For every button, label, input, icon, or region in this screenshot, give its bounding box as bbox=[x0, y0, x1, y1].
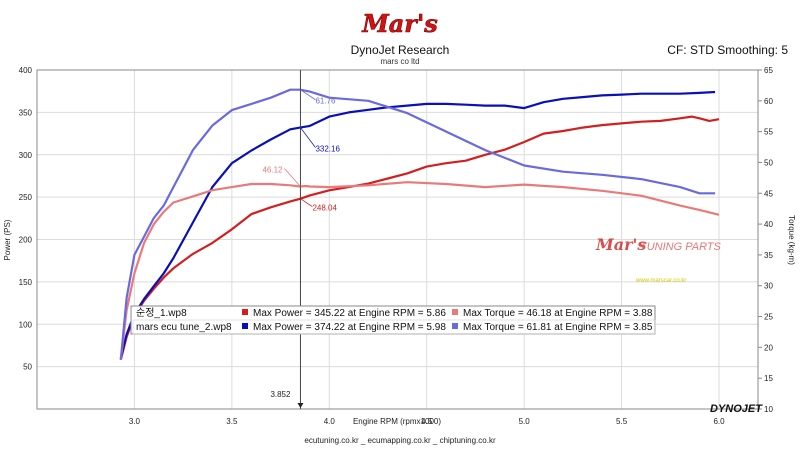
y-right-tick-label: 35 bbox=[764, 251, 773, 260]
y-axis-right-title: Torque (kg-m) bbox=[787, 215, 796, 265]
watermark: Mar's TUNING PARTS www.marscar.co.kr bbox=[595, 235, 722, 284]
legend-row[interactable]: 순정_1.wp8 Max Power = 345.22 at Engine RP… bbox=[136, 307, 653, 319]
y-left-tick-label: 300 bbox=[19, 151, 33, 160]
y-axis-left-title: Power (PS) bbox=[3, 219, 12, 260]
series-line-power-run2 bbox=[119, 90, 716, 359]
x-tick-label: 5.0 bbox=[519, 417, 531, 426]
legend-max-torque: Max Torque = 61.81 at Engine RPM = 3.85 bbox=[463, 322, 653, 333]
series-line-power-run1 bbox=[119, 115, 720, 361]
callout-value: 46.12 bbox=[262, 165, 283, 174]
x-tick-label: 5.5 bbox=[616, 417, 628, 426]
legend-row[interactable]: mars ecu tune_2.wp8 Max Power = 374.22 a… bbox=[136, 322, 653, 333]
y-right-tick-label: 20 bbox=[764, 343, 773, 352]
y-right-tick-label: 60 bbox=[764, 97, 773, 106]
y-right-tick-label: 40 bbox=[764, 220, 773, 229]
dynojet-logo-text: DYNOJET bbox=[710, 403, 763, 415]
y-right-tick-label: 65 bbox=[764, 66, 773, 75]
callout-leader bbox=[300, 89, 316, 101]
footer-links: ecutuning.co.kr _ ecumapping.co.kr _ chi… bbox=[304, 436, 496, 445]
callout-value: 248.04 bbox=[312, 204, 337, 213]
watermark-url: www.marscar.co.kr bbox=[635, 278, 686, 284]
callout-value: 332.16 bbox=[315, 145, 340, 154]
x-axis-title: Engine RPM (rpmx1000) bbox=[353, 417, 441, 426]
legend-power-swatch bbox=[242, 309, 248, 315]
legend-row-highlight bbox=[132, 319, 656, 335]
y-right-tick-label: 15 bbox=[764, 374, 773, 383]
mars-logo: Mar's bbox=[361, 9, 439, 38]
y-right-tick-label: 10 bbox=[764, 405, 773, 414]
y-right-tick-label: 50 bbox=[764, 158, 773, 167]
x-axis: 3.0 3.5 4.0 4.5 5.0 5.5 6.0 bbox=[129, 417, 725, 426]
legend-max-power: Max Power = 374.22 at Engine RPM = 5.98 bbox=[253, 322, 446, 333]
y-axis-left: 50 100 150 200 250 300 350 400 bbox=[19, 66, 33, 372]
dynojet-logo: DYNOJET bbox=[710, 403, 763, 415]
callout-leader bbox=[300, 127, 316, 148]
x-tick-label: 4.0 bbox=[324, 417, 336, 426]
x-tick-label: 6.0 bbox=[713, 417, 725, 426]
legend-torque-swatch bbox=[452, 323, 458, 329]
y-left-tick-label: 200 bbox=[19, 236, 33, 245]
cursor-arrow-icon bbox=[297, 403, 304, 408]
report-subtitle: mars co ltd bbox=[380, 57, 420, 66]
watermark-tuning-text: TUNING PARTS bbox=[640, 241, 722, 253]
legend-run-name: 순정_1.wp8 bbox=[136, 307, 187, 319]
legend-max-power: Max Power = 345.22 at Engine RPM = 5.86 bbox=[253, 308, 446, 319]
report-title: DynoJet Research bbox=[350, 43, 450, 57]
correction-factor-label: CF: STD Smoothing: 5 bbox=[667, 43, 788, 57]
mars-logo-text: Mar's bbox=[361, 9, 438, 38]
callouts: 61.76 332.16 46.12 248.04 bbox=[262, 89, 340, 213]
y-left-tick-label: 150 bbox=[19, 278, 33, 287]
y-right-tick-label: 25 bbox=[764, 313, 773, 322]
legend-torque-swatch bbox=[452, 309, 458, 315]
watermark-logo: Mar's bbox=[595, 235, 646, 254]
plot-frame bbox=[36, 69, 759, 410]
y-axis-right: 10 15 20 25 30 35 40 45 50 55 60 65 bbox=[758, 66, 773, 414]
x-tick-label: 4.5 bbox=[421, 417, 433, 426]
legend: 순정_1.wp8 Max Power = 345.22 at Engine RP… bbox=[130, 305, 656, 335]
cursor-readout: 3.852 bbox=[270, 390, 304, 408]
y-left-tick-label: 350 bbox=[19, 108, 33, 117]
callout-value: 61.76 bbox=[315, 97, 336, 106]
series-line-torque-run1 bbox=[119, 181, 720, 360]
legend-max-torque: Max Torque = 46.18 at Engine RPM = 3.88 bbox=[463, 308, 653, 319]
callout-leader bbox=[284, 168, 301, 187]
x-tick-label: 3.0 bbox=[129, 417, 141, 426]
callout-leader bbox=[300, 198, 313, 208]
cursor-readout-text: 3.852 bbox=[270, 390, 291, 399]
y-right-tick-label: 45 bbox=[764, 189, 773, 198]
y-right-tick-label: 30 bbox=[764, 282, 773, 291]
legend-power-swatch bbox=[242, 323, 248, 329]
x-tick-label: 3.5 bbox=[226, 417, 238, 426]
y-left-tick-label: 250 bbox=[19, 193, 33, 202]
y-left-tick-label: 400 bbox=[19, 66, 33, 75]
y-left-tick-label: 100 bbox=[19, 320, 33, 329]
legend-run-name: mars ecu tune_2.wp8 bbox=[136, 322, 232, 333]
y-left-tick-label: 50 bbox=[23, 363, 32, 372]
y-right-tick-label: 55 bbox=[764, 128, 773, 137]
